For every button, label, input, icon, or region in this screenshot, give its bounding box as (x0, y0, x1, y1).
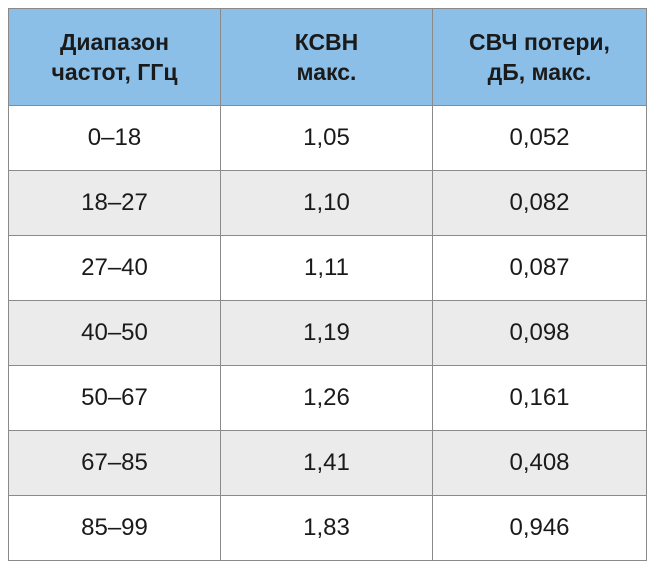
table-cell: 67–85 (8, 430, 221, 496)
table-cell: 0,098 (432, 300, 647, 366)
table-row: 67–85 1,41 0,408 (8, 430, 647, 496)
table-cell: 0,161 (432, 365, 647, 431)
header-text: частот, ГГц (51, 59, 178, 85)
table-cell: 1,11 (220, 235, 433, 301)
header-text: СВЧ потери, (469, 29, 610, 55)
table-row: 27–40 1,11 0,087 (8, 235, 647, 301)
table-cell: 1,41 (220, 430, 433, 496)
table-cell: 1,19 (220, 300, 433, 366)
header-cell: Диапазон частот, ГГц (8, 8, 221, 106)
table-row: 85–99 1,83 0,946 (8, 495, 647, 561)
header-row: Диапазон частот, ГГц КСВН макс. СВЧ потери, д… (8, 8, 647, 106)
table-cell: 18–27 (8, 170, 221, 236)
table-row: 50–67 1,26 0,161 (8, 365, 647, 431)
header-text: Диапазон (59, 29, 170, 55)
table-cell: 1,05 (220, 105, 433, 171)
header-text: дБ, макс. (487, 59, 592, 85)
table-row: 18–27 1,10 0,082 (8, 170, 647, 236)
table-cell: 0,408 (432, 430, 647, 496)
header-cell: СВЧ потери, дБ, макс. (432, 8, 647, 106)
table-cell: 85–99 (8, 495, 221, 561)
table-cell: 50–67 (8, 365, 221, 431)
table-cell: 1,83 (220, 495, 433, 561)
table-body: 0–18 1,05 0,052 18–27 1,10 0,082 27–40 1,11 0,08… (8, 105, 647, 561)
table-cell: 0,946 (432, 495, 647, 561)
table-cell: 1,26 (220, 365, 433, 431)
table-cell: 1,10 (220, 170, 433, 236)
table-cell: 0–18 (8, 105, 221, 171)
table-cell: 0,087 (432, 235, 647, 301)
table-row: 40–50 1,19 0,098 (8, 300, 647, 366)
header-text: КСВН (294, 29, 359, 55)
table-cell: 27–40 (8, 235, 221, 301)
header-text: макс. (296, 59, 357, 85)
header-cell: КСВН макс. (220, 8, 433, 106)
table-row: 0–18 1,05 0,052 (8, 105, 647, 171)
table-cell: 40–50 (8, 300, 221, 366)
table-cell: 0,082 (432, 170, 647, 236)
data-table: Диапазон частот, ГГц КСВН макс. СВЧ потери, д… (8, 8, 647, 561)
table-cell: 0,052 (432, 105, 647, 171)
